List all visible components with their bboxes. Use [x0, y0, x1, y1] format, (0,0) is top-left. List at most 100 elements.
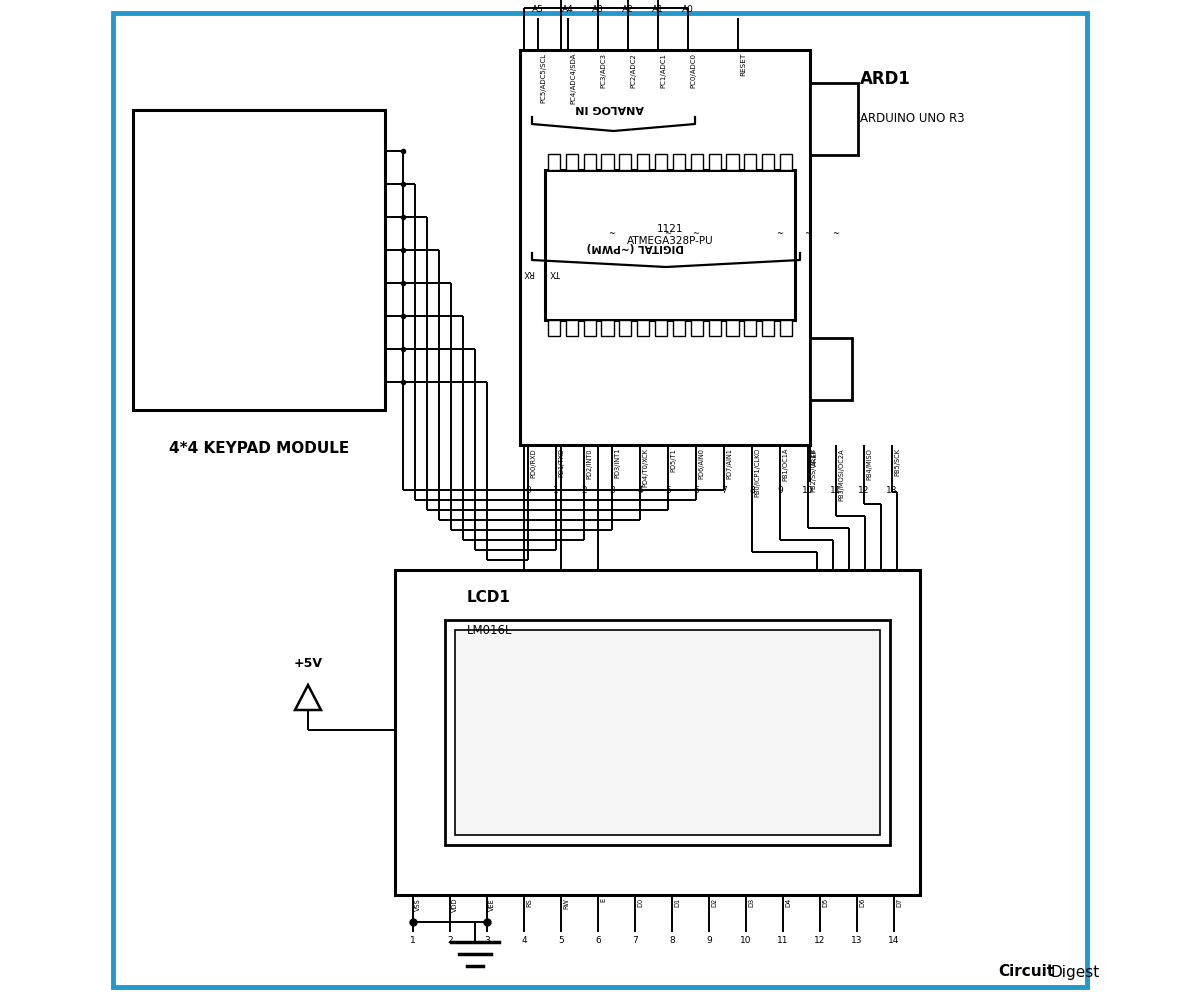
Bar — [708, 320, 721, 336]
Text: PD4/T0/XCK: PD4/T0/XCK — [642, 448, 648, 487]
Text: TX: TX — [551, 268, 562, 277]
Text: PC5/ADC5/SCL: PC5/ADC5/SCL — [540, 53, 546, 103]
Text: ~: ~ — [804, 226, 811, 234]
Text: PD3/INT1: PD3/INT1 — [614, 448, 620, 478]
Text: PB3/MOSI/OC2A: PB3/MOSI/OC2A — [838, 448, 844, 501]
Text: 7: 7 — [632, 936, 638, 945]
Text: PD5/T1: PD5/T1 — [670, 448, 676, 472]
Text: ~: ~ — [776, 226, 784, 234]
Text: D4: D4 — [785, 898, 791, 907]
Text: 9: 9 — [778, 486, 782, 495]
Text: DIGITAL (~PWM): DIGITAL (~PWM) — [587, 242, 684, 252]
Text: Circuit: Circuit — [998, 964, 1054, 980]
Bar — [691, 154, 703, 170]
Text: LM016L: LM016L — [467, 624, 512, 637]
Text: ~: ~ — [692, 226, 700, 234]
Text: 11: 11 — [830, 486, 841, 495]
Text: VEE: VEE — [490, 898, 496, 911]
Text: ANALOG IN: ANALOG IN — [576, 103, 644, 113]
Text: 2: 2 — [448, 936, 452, 945]
Text: A3: A3 — [592, 5, 604, 14]
Text: Digest: Digest — [1050, 964, 1099, 980]
Text: VDD: VDD — [452, 898, 458, 912]
Text: 12: 12 — [858, 486, 870, 495]
Bar — [619, 320, 631, 336]
Text: A1: A1 — [652, 5, 664, 14]
Bar — [565, 320, 578, 336]
Bar — [548, 320, 560, 336]
Text: PB1/OC1A: PB1/OC1A — [782, 448, 788, 481]
Text: AREF: AREF — [812, 448, 818, 466]
Bar — [744, 154, 756, 170]
Bar — [637, 320, 649, 336]
Text: 5: 5 — [558, 936, 564, 945]
Text: PC2/ADC2: PC2/ADC2 — [630, 53, 636, 88]
Text: D2: D2 — [710, 898, 718, 907]
Text: PD1/TXD: PD1/TXD — [558, 448, 564, 477]
Text: PB0/ICP1/CLKO: PB0/ICP1/CLKO — [754, 448, 760, 497]
Text: 9: 9 — [706, 936, 712, 945]
Text: 6: 6 — [694, 486, 698, 495]
Text: ARD1: ARD1 — [860, 70, 911, 88]
Text: 10: 10 — [803, 486, 814, 495]
Text: D5: D5 — [822, 898, 828, 907]
Bar — [726, 320, 738, 336]
Text: ARDUINO UNO R3: ARDUINO UNO R3 — [860, 112, 965, 125]
Bar — [395, 570, 920, 895]
Text: 5: 5 — [665, 486, 671, 495]
Text: ~: ~ — [608, 226, 616, 234]
Bar — [810, 338, 852, 400]
Text: A5: A5 — [532, 5, 544, 14]
Text: 2: 2 — [581, 486, 587, 495]
Text: D1: D1 — [674, 898, 680, 907]
Text: 12: 12 — [815, 936, 826, 945]
Bar — [655, 154, 667, 170]
Bar — [133, 110, 385, 410]
Bar — [673, 320, 685, 336]
Text: 11: 11 — [778, 936, 788, 945]
Text: PB2/SS/OC1B: PB2/SS/OC1B — [810, 448, 816, 492]
Text: PD7/AIN1: PD7/AIN1 — [726, 448, 732, 479]
Text: RW: RW — [563, 898, 569, 909]
Text: 3: 3 — [610, 486, 614, 495]
Text: RS: RS — [526, 898, 532, 907]
Bar — [637, 154, 649, 170]
Text: PC4/ADC4/SDA: PC4/ADC4/SDA — [570, 53, 576, 104]
Bar — [780, 320, 792, 336]
Text: A0: A0 — [682, 5, 694, 14]
Bar — [455, 630, 880, 835]
Text: 1121
ATMEGA328P-PU: 1121 ATMEGA328P-PU — [626, 224, 713, 246]
Text: 3: 3 — [484, 936, 490, 945]
Bar — [744, 320, 756, 336]
Text: D7: D7 — [896, 898, 902, 907]
Bar — [601, 154, 613, 170]
Text: ~: ~ — [833, 226, 840, 234]
Text: LCD1: LCD1 — [467, 590, 511, 606]
Bar — [726, 154, 738, 170]
Text: E: E — [600, 898, 606, 902]
Text: PB5/SCK: PB5/SCK — [894, 448, 900, 476]
Text: PD2/INT0: PD2/INT0 — [586, 448, 592, 479]
Text: VSS: VSS — [415, 898, 421, 911]
Bar — [691, 320, 703, 336]
Text: RX: RX — [522, 268, 534, 277]
Bar — [810, 83, 858, 155]
Text: 8: 8 — [749, 486, 755, 495]
Bar — [780, 154, 792, 170]
Bar — [655, 320, 667, 336]
Text: PD0/RXD: PD0/RXD — [530, 448, 536, 478]
Text: 10: 10 — [740, 936, 751, 945]
Text: D3: D3 — [748, 898, 754, 907]
Bar — [520, 50, 810, 445]
Text: D0: D0 — [637, 898, 643, 907]
Text: PB4/MISO: PB4/MISO — [866, 448, 872, 480]
Text: 1: 1 — [553, 486, 559, 495]
Text: 4: 4 — [637, 486, 643, 495]
Bar — [673, 154, 685, 170]
Text: PC3/ADC3: PC3/ADC3 — [600, 53, 606, 88]
Bar — [601, 320, 613, 336]
Text: PC1/ADC1: PC1/ADC1 — [660, 53, 666, 88]
Bar — [565, 154, 578, 170]
Text: 4*4 KEYPAD MODULE: 4*4 KEYPAD MODULE — [169, 441, 349, 456]
Bar — [545, 170, 796, 320]
